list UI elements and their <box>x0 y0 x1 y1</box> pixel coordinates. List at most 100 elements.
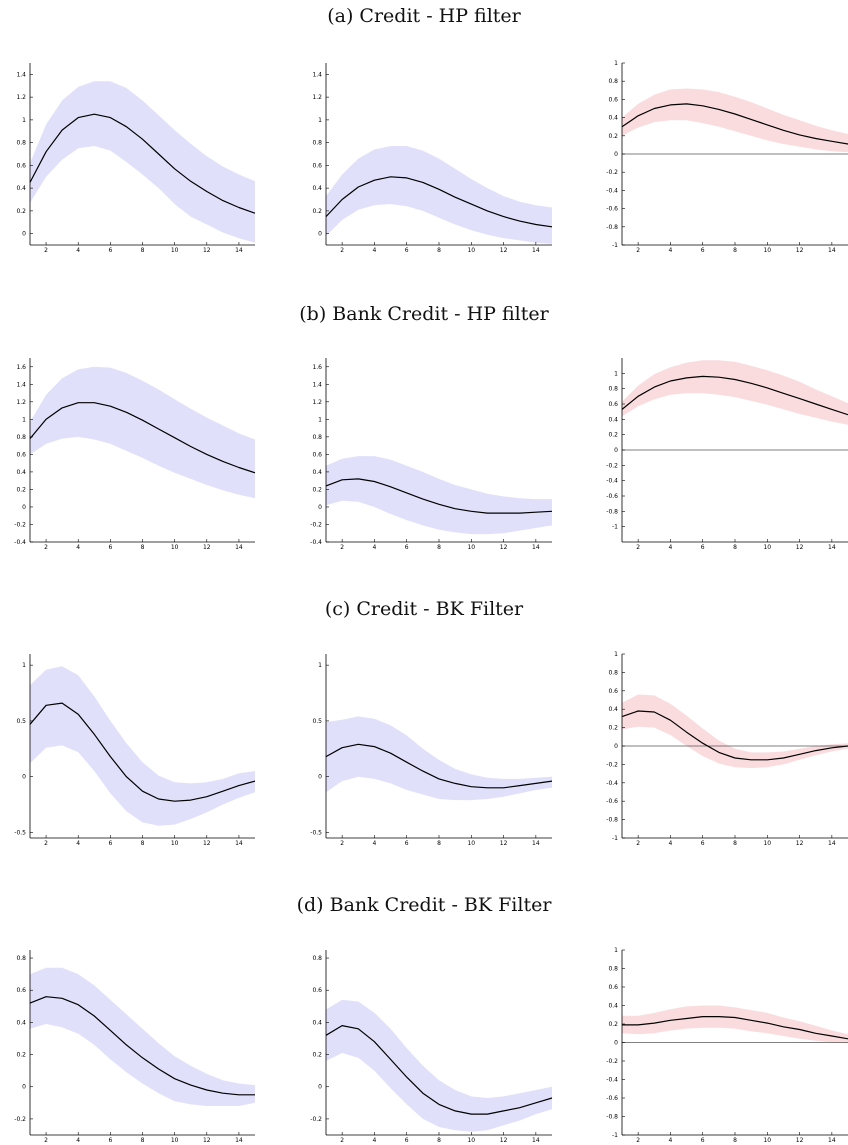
chart-a3-y-tick-label: -0.2 <box>606 169 618 176</box>
chart-d2-confidence-band <box>326 999 552 1132</box>
chart-d1-y-tick-label: 0.4 <box>16 1019 26 1026</box>
chart-b2: -0.4 -0.2 0 0.2 0.4 0.6 0.8 1 1.2 1.4 1.6 2 4 6 8 10 12 1… <box>310 358 553 551</box>
chart-a3-y-tick-label: -0.6 <box>606 206 618 213</box>
chart-a1-y-tick-label: 0.8 <box>16 140 26 147</box>
chart-b1-x-tick-label: 6 <box>108 544 112 551</box>
chart-c2-y-tick-label: 0.5 <box>312 718 322 725</box>
panel-c-title: (c) Credit - BK Filter <box>324 598 524 620</box>
chart-c3-y-tick-label: -0.8 <box>606 817 618 824</box>
chart-b3-x-tick-label: 2 <box>636 544 640 551</box>
chart-a1: 0 0.2 0.4 0.6 0.8 1 1.2 1.4 2 4 6 8 10 12 14 <box>16 63 256 254</box>
chart-b2-y-tick-label: 0 <box>318 504 322 511</box>
chart-d2-x-tick-label: 8 <box>437 1137 441 1144</box>
panel-a-title: (a) Credit - HP filter <box>327 5 521 27</box>
chart-b3-y-tick-label: -0.4 <box>606 478 618 485</box>
chart-b1-x-tick-label: 10 <box>171 544 179 551</box>
chart-d3-y-tick-label: -0.2 <box>606 1058 618 1065</box>
chart-a2-y-tick-label: 0.8 <box>312 140 322 147</box>
chart-d3-y-tick-label: -1 <box>612 1132 618 1139</box>
chart-b3-y-tick-label: -1 <box>612 524 618 531</box>
chart-c2-x-tick-label: 12 <box>500 840 508 847</box>
chart-a2-x-tick-label: 12 <box>500 247 508 254</box>
chart-c3-x-tick-label: 10 <box>763 840 771 847</box>
chart-c3-y-tick-label: 0.8 <box>608 669 618 676</box>
chart-b2-y-tick-label: 0.6 <box>312 451 322 458</box>
chart-b1-y-tick-label: 0 <box>22 504 26 511</box>
chart-c3-y-tick-label: -1 <box>612 835 618 842</box>
chart-b1-y-tick-label: 1.2 <box>16 399 26 406</box>
chart-d2-y-tick-label: -0.2 <box>310 1116 322 1123</box>
chart-a1-y-tick-label: 1.4 <box>16 71 26 78</box>
chart-d1-confidence-band <box>30 967 255 1106</box>
chart-a3-y-tick-label: 1 <box>614 60 618 67</box>
chart-c3: -1-0.8-0.6-0.4-0.200.20.40.60.812 4 6 8 10 12… <box>606 651 848 847</box>
chart-b2-y-tick-label: 0.8 <box>312 434 322 441</box>
chart-a1-x-tick-label: 4 <box>76 247 80 254</box>
chart-c1-confidence-band <box>30 666 255 826</box>
chart-c2-mean-line <box>325 743 553 789</box>
chart-d3-x-tick-label: 12 <box>796 1137 804 1144</box>
chart-c1-x-tick-label: 2 <box>44 840 48 847</box>
chart-a2-mean-line <box>325 176 553 228</box>
chart-b3-y-tick-label: 0.8 <box>608 386 618 393</box>
chart-a3-x-tick-label: 6 <box>701 247 705 254</box>
chart-b2-x-tick-label: 6 <box>405 544 409 551</box>
chart-b3-y-tick-label: 0 <box>614 447 618 454</box>
chart-c2-x-tick-label: 10 <box>467 840 475 847</box>
chart-b1-y-tick-label: -0.2 <box>14 521 26 528</box>
chart-c1-x-tick-label: 12 <box>203 840 211 847</box>
chart-a1-confidence-band <box>30 81 255 243</box>
chart-c1: -0.500.512 4 6 8 10 12 14 <box>14 654 256 847</box>
chart-d3-confidence-band <box>622 1005 848 1044</box>
chart-d1-x-tick-label: 14 <box>235 1137 243 1144</box>
chart-b3-confidence-band <box>622 360 848 425</box>
chart-b1-y-tick-label: 1 <box>22 416 26 423</box>
chart-c1-x-tick-label: 4 <box>76 840 80 847</box>
chart-b1-y-tick-label: 0.8 <box>16 434 26 441</box>
chart-d1-y-tick-label: 0.6 <box>16 987 26 994</box>
chart-d3-y-tick-label: 0.4 <box>608 1003 618 1010</box>
chart-c3-mean-line <box>621 710 848 761</box>
chart-b3-y-tick-label: -0.6 <box>606 493 618 500</box>
chart-c1-x-tick-label: 10 <box>171 840 179 847</box>
chart-b1-y-tick-label: -0.4 <box>14 539 26 546</box>
chart-c3-x-tick-label: 2 <box>636 840 640 847</box>
chart-b2-y-tick-label: 0.2 <box>312 486 322 493</box>
chart-b2-x-tick-label: 10 <box>467 544 475 551</box>
chart-c1-x-tick-label: 8 <box>141 840 145 847</box>
chart-d1-mean-line <box>29 996 255 1096</box>
chart-b3-x-tick-label: 6 <box>701 544 705 551</box>
chart-d3-mean-line <box>622 1016 848 1040</box>
chart-a2-y-tick-label: 1.2 <box>312 94 322 101</box>
panel-d-title: (d) Bank Credit - BK Filter <box>296 894 552 916</box>
chart-a3-x-tick-label: 10 <box>763 247 771 254</box>
chart-b2-y-tick-label: 1 <box>318 416 322 423</box>
chart-c2-x-tick-label: 4 <box>373 840 377 847</box>
chart-d2-x-tick-label: 6 <box>405 1137 409 1144</box>
chart-c2-x-tick-label: 2 <box>340 840 344 847</box>
chart-a2-y-tick-label: 0 <box>318 231 322 238</box>
chart-a3-y-tick-label: -0.8 <box>606 224 618 231</box>
chart-a3-confidence-band <box>622 88 848 153</box>
panel-b-title: (b) Bank Credit - HP filter <box>299 303 549 325</box>
chart-c1-y-tick-label: 1 <box>22 662 26 669</box>
chart-a2-y-tick-label: 0.6 <box>312 162 322 169</box>
chart-a2-x-tick-label: 2 <box>340 247 344 254</box>
chart-a2-x-tick-label: 6 <box>405 247 409 254</box>
chart-b1-y-tick-label: 1.6 <box>16 364 26 371</box>
chart-d2-x-tick-label: 14 <box>532 1137 540 1144</box>
chart-c3-y-tick-label: 0.6 <box>608 688 618 695</box>
chart-b2-mean-line <box>325 478 553 514</box>
chart-a3-x-tick-label: 4 <box>669 247 673 254</box>
chart-a3-y-tick-label: 0.6 <box>608 96 618 103</box>
chart-b1: -0.4 -0.2 0 0.2 0.4 0.6 0.8 1 1.2 1.4 1.6 2 4 6 8 10 12 1… <box>14 358 256 551</box>
chart-c2-confidence-band <box>326 716 552 801</box>
chart-b2-x-tick-label: 8 <box>437 544 441 551</box>
chart-c3-x-tick-label: 4 <box>669 840 673 847</box>
chart-a1-y-tick-label: 0.4 <box>16 185 26 192</box>
chart-a3-y-tick-label: 0.4 <box>608 115 618 122</box>
chart-a2-x-tick-label: 14 <box>532 247 540 254</box>
chart-c1-y-tick-label: 0.5 <box>16 718 26 725</box>
chart-d1-x-tick-label: 2 <box>44 1137 48 1144</box>
chart-d2-x-tick-label: 12 <box>500 1137 508 1144</box>
